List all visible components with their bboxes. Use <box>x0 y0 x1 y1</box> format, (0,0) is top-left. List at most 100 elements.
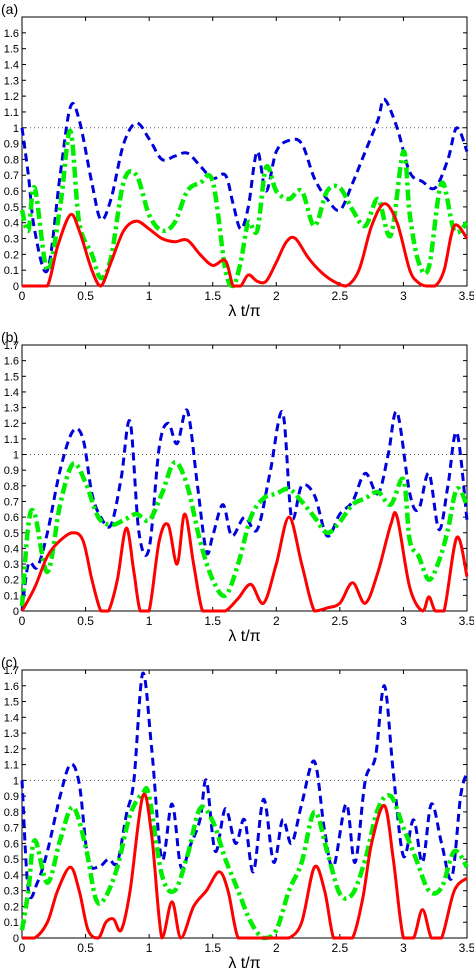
x-tick-label: 1 <box>146 289 153 303</box>
y-tick-label: 0.5 <box>4 202 19 214</box>
x-tick-label: 0.5 <box>77 289 94 303</box>
x-axis-label: λ t/π <box>228 628 260 645</box>
y-tick-label: 1.6 <box>4 28 19 40</box>
y-tick-label: 1.4 <box>4 59 19 71</box>
data-series <box>20 671 469 900</box>
y-tick-label: 0 <box>13 933 19 945</box>
x-tick-label: 3.5 <box>459 941 474 955</box>
x-tick-label: 2 <box>273 289 280 303</box>
x-tick-label: 3 <box>400 614 407 628</box>
panel-label: (a) <box>1 1 18 17</box>
y-tick-label: 1 <box>13 123 19 135</box>
chart-panel: 00.10.20.30.40.50.60.70.80.911.11.21.31.… <box>1 329 474 645</box>
y-tick-label: 0.8 <box>4 154 19 166</box>
y-tick-label: 0.3 <box>4 886 19 898</box>
series-line <box>20 97 469 274</box>
y-tick-label: 1.6 <box>4 356 19 368</box>
y-tick-label: 0 <box>13 606 19 618</box>
y-tick-label: 0 <box>13 281 19 293</box>
series-line <box>21 202 469 288</box>
x-tick-label: 0 <box>19 614 26 628</box>
panel-label: (c) <box>1 654 17 670</box>
x-axis-label: λ t/π <box>228 303 260 320</box>
y-tick-label: 0.1 <box>4 917 19 929</box>
y-tick-label: 0.1 <box>4 590 19 602</box>
y-tick-label: 0.2 <box>4 249 19 261</box>
data-series <box>21 202 469 288</box>
y-tick-label: 0.3 <box>4 559 19 571</box>
y-tick-label: 0.5 <box>4 854 19 866</box>
x-tick-label: 2 <box>273 614 280 628</box>
y-tick-label: 1.3 <box>4 728 19 740</box>
data-series <box>19 128 469 289</box>
x-tick-label: 0.5 <box>77 941 94 955</box>
series-line <box>19 128 469 289</box>
y-tick-label: 0.2 <box>4 901 19 913</box>
x-tick-label: 2.5 <box>332 289 349 303</box>
data-series <box>19 460 470 607</box>
y-tick-label: 0.1 <box>4 265 19 277</box>
y-tick-label: 0.6 <box>4 186 19 198</box>
y-tick-label: 0.9 <box>4 139 19 151</box>
y-tick-label: 1.3 <box>4 75 19 87</box>
x-tick-label: 3.5 <box>459 614 474 628</box>
y-tick-label: 1.4 <box>4 387 19 399</box>
y-tick-label: 0.7 <box>4 823 19 835</box>
plot-area-frame <box>21 344 468 612</box>
x-tick-label: 3 <box>400 289 407 303</box>
y-tick-label: 1.5 <box>4 697 19 709</box>
y-tick-label: 1.2 <box>4 744 19 756</box>
data-series <box>19 786 469 941</box>
x-tick-label: 0 <box>19 289 26 303</box>
y-tick-label: 1.4 <box>4 712 19 724</box>
y-tick-label: 0.4 <box>4 543 19 555</box>
x-tick-label: 2.5 <box>332 941 349 955</box>
y-tick-label: 0.4 <box>4 218 19 230</box>
y-tick-label: 0.8 <box>4 481 19 493</box>
panel-label: (b) <box>1 329 18 345</box>
y-tick-label: 0.4 <box>4 870 19 882</box>
x-tick-label: 2.5 <box>332 614 349 628</box>
y-tick-label: 0.9 <box>4 791 19 803</box>
series-line <box>19 460 470 607</box>
y-tick-label: 0.9 <box>4 465 19 477</box>
y-tick-label: 0.7 <box>4 496 19 508</box>
y-tick-label: 1.7 <box>4 340 19 352</box>
y-tick-label: 1.1 <box>4 107 19 119</box>
y-tick-label: 0.6 <box>4 512 19 524</box>
y-tick-label: 1.1 <box>4 760 19 772</box>
data-series <box>20 511 469 613</box>
y-tick-label: 1 <box>13 450 19 462</box>
y-tick-label: 1.5 <box>4 44 19 56</box>
x-tick-label: 1.5 <box>204 289 221 303</box>
series-line <box>19 786 469 941</box>
y-tick-label: 0.6 <box>4 838 19 850</box>
x-tick-label: 0 <box>19 941 26 955</box>
y-tick-label: 0.5 <box>4 528 19 540</box>
data-series <box>22 792 469 940</box>
x-axis-label: λ t/π <box>228 955 260 968</box>
y-tick-label: 0.3 <box>4 234 19 246</box>
y-tick-label: 1.3 <box>4 403 19 415</box>
y-tick-label: 1.2 <box>4 418 19 430</box>
x-tick-label: 3 <box>400 941 407 955</box>
chart-panel: 00.10.20.30.40.50.60.70.80.911.11.21.31.… <box>1 1 474 320</box>
x-tick-label: 1.5 <box>204 614 221 628</box>
series-line <box>20 408 469 612</box>
x-tick-label: 1 <box>146 614 153 628</box>
series-line <box>20 671 469 900</box>
y-tick-label: 1.7 <box>4 665 19 677</box>
y-tick-label: 0.8 <box>4 807 19 819</box>
y-tick-label: 1.2 <box>4 91 19 103</box>
chart-panel: 00.10.20.30.40.50.60.70.80.911.11.21.31.… <box>1 654 474 968</box>
x-tick-label: 3.5 <box>459 289 474 303</box>
data-series <box>20 97 469 274</box>
y-tick-label: 1 <box>13 775 19 787</box>
series-line <box>20 511 469 613</box>
y-tick-label: 0.2 <box>4 575 19 587</box>
x-tick-label: 1.5 <box>204 941 221 955</box>
x-tick-label: 1 <box>146 941 153 955</box>
data-series <box>20 408 469 612</box>
x-tick-label: 0.5 <box>77 614 94 628</box>
